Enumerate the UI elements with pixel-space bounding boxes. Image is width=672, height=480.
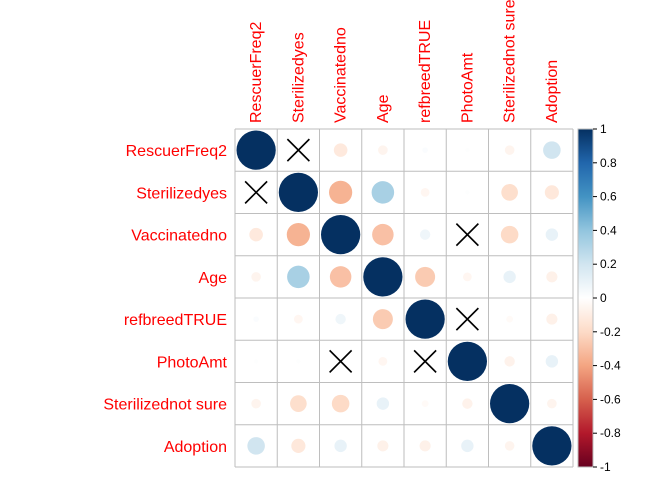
column-label-photoamt: PhotoAmt (459, 52, 476, 123)
correlation-circle (501, 184, 518, 201)
correlation-circle (422, 147, 428, 153)
correlation-circle (415, 266, 436, 287)
correlation-circle (287, 265, 310, 289)
correlation-circle (331, 394, 350, 413)
correlation-circle (254, 359, 259, 364)
correlation-circle (447, 341, 487, 381)
colorbar-tick-label: -1 (600, 460, 611, 474)
insignificant-marker (455, 223, 479, 247)
correlation-circle (363, 257, 403, 297)
correlation-circle (532, 426, 572, 466)
row-label-sterilizedyes: Sterilizedyes (136, 185, 227, 202)
column-label-sterilizedyes: Sterilizedyes (290, 32, 307, 123)
correlation-circle (296, 359, 301, 364)
correlation-circle (251, 272, 261, 282)
colorbar-tick-label: 1 (600, 122, 607, 136)
correlation-circle (278, 172, 318, 212)
correlation-circle (504, 145, 515, 155)
correlation-circle (504, 441, 515, 451)
correlation-circle (334, 439, 347, 453)
insignificant-marker (244, 180, 268, 204)
column-labels: RescuerFreq2 Sterilizedyes Vaccinatedno Age… (248, 0, 561, 123)
matrix-grid (234, 128, 574, 468)
correlation-circle (462, 272, 472, 282)
correlation-circle (543, 141, 561, 159)
correlation-circle (546, 313, 558, 325)
correlation-circle (420, 187, 430, 197)
correlation-circle (421, 400, 429, 408)
correlation-circle (500, 225, 519, 244)
colorbar-tick-label: -0.4 (600, 359, 621, 373)
correlation-circle (504, 356, 515, 367)
row-label-vaccinatedno: Vaccinatedno (131, 228, 227, 245)
correlation-circle (465, 190, 470, 195)
correlation-circle (506, 315, 514, 323)
correlation-circle (329, 180, 353, 204)
insignificant-marker (329, 349, 353, 373)
correlation-circle (247, 437, 265, 455)
correlation-circle (547, 398, 557, 409)
correlation-circle (371, 181, 395, 204)
colorbar: 1 0.8 0.6 0.4 0.2 0 -0.2 -0.4 -0.6 -0.8 -1 (577, 122, 621, 474)
correlation-circle (419, 229, 431, 240)
correlation-circle (335, 313, 346, 325)
correlation-circle (545, 355, 559, 368)
column-label-rescuerfreq2: RescuerFreq2 (248, 22, 265, 123)
correlation-circle (378, 356, 388, 366)
correlation-circle (490, 384, 530, 424)
correlation-circle (251, 398, 261, 409)
row-label-age: Age (199, 270, 228, 287)
colorbar-tick-label: -0.2 (600, 325, 621, 339)
correlation-circle (376, 397, 390, 410)
correlation-circle (333, 143, 348, 157)
column-label-adoption: Adoption (544, 60, 561, 123)
colorbar-gradient (577, 128, 594, 468)
colorbar-tick-label: 0.8 (600, 156, 617, 170)
correlation-circle (546, 271, 558, 283)
correlation-circle (286, 223, 310, 247)
matrix-cells (236, 130, 572, 466)
insignificant-marker (413, 349, 437, 373)
row-label-photoamt: PhotoAmt (157, 354, 228, 371)
correlation-circle (544, 185, 559, 200)
row-label-refbreedtrue: refbreedTRUE (124, 312, 227, 329)
correlation-circle (293, 314, 303, 324)
colorbar-tick-label: 0.2 (600, 257, 617, 271)
row-labels: RescuerFreq2 Sterilizedyes Vaccinatedno Age… (103, 143, 227, 456)
correlation-circle (465, 148, 470, 153)
colorbar-tick-label: 0.6 (600, 190, 617, 204)
correlation-circle (321, 215, 361, 255)
correlation-circle (236, 130, 276, 170)
correlation-circle (378, 145, 388, 155)
correlation-circle (462, 398, 473, 409)
colorbar-tick-label: -0.8 (600, 426, 621, 440)
correlation-circle (503, 270, 516, 284)
column-label-refbreedtrue: refbreedTRUE (417, 20, 434, 123)
correlation-circle (329, 266, 352, 288)
column-label-sterilizednot-sure: Sterilizednot sure (502, 0, 519, 123)
colorbar-tick-label: -0.6 (600, 392, 621, 406)
correlation-circle (545, 228, 559, 241)
colorbar-tick-label: 0 (600, 291, 607, 305)
column-label-age: Age (375, 94, 392, 123)
correlation-circle (249, 227, 263, 242)
correlation-circle (291, 438, 306, 453)
insignificant-marker (455, 307, 479, 331)
column-label-vaccinatedno: Vaccinatedno (333, 27, 350, 123)
row-label-sterilizednot-sure: Sterilizednot sure (103, 397, 227, 414)
insignificant-marker (286, 138, 310, 162)
correlation-circle (372, 309, 393, 330)
correlation-circle (290, 395, 307, 412)
row-label-adoption: Adoption (164, 439, 227, 456)
correlation-circle (461, 439, 474, 453)
correlation-circle (377, 440, 389, 452)
colorbar-tick-label: 0.4 (600, 223, 617, 237)
correlation-circle (419, 440, 431, 452)
correlation-circle (405, 299, 445, 339)
correlation-circle (253, 316, 259, 322)
correlation-circle (372, 223, 394, 246)
row-label-rescuerfreq2: RescuerFreq2 (126, 143, 227, 160)
